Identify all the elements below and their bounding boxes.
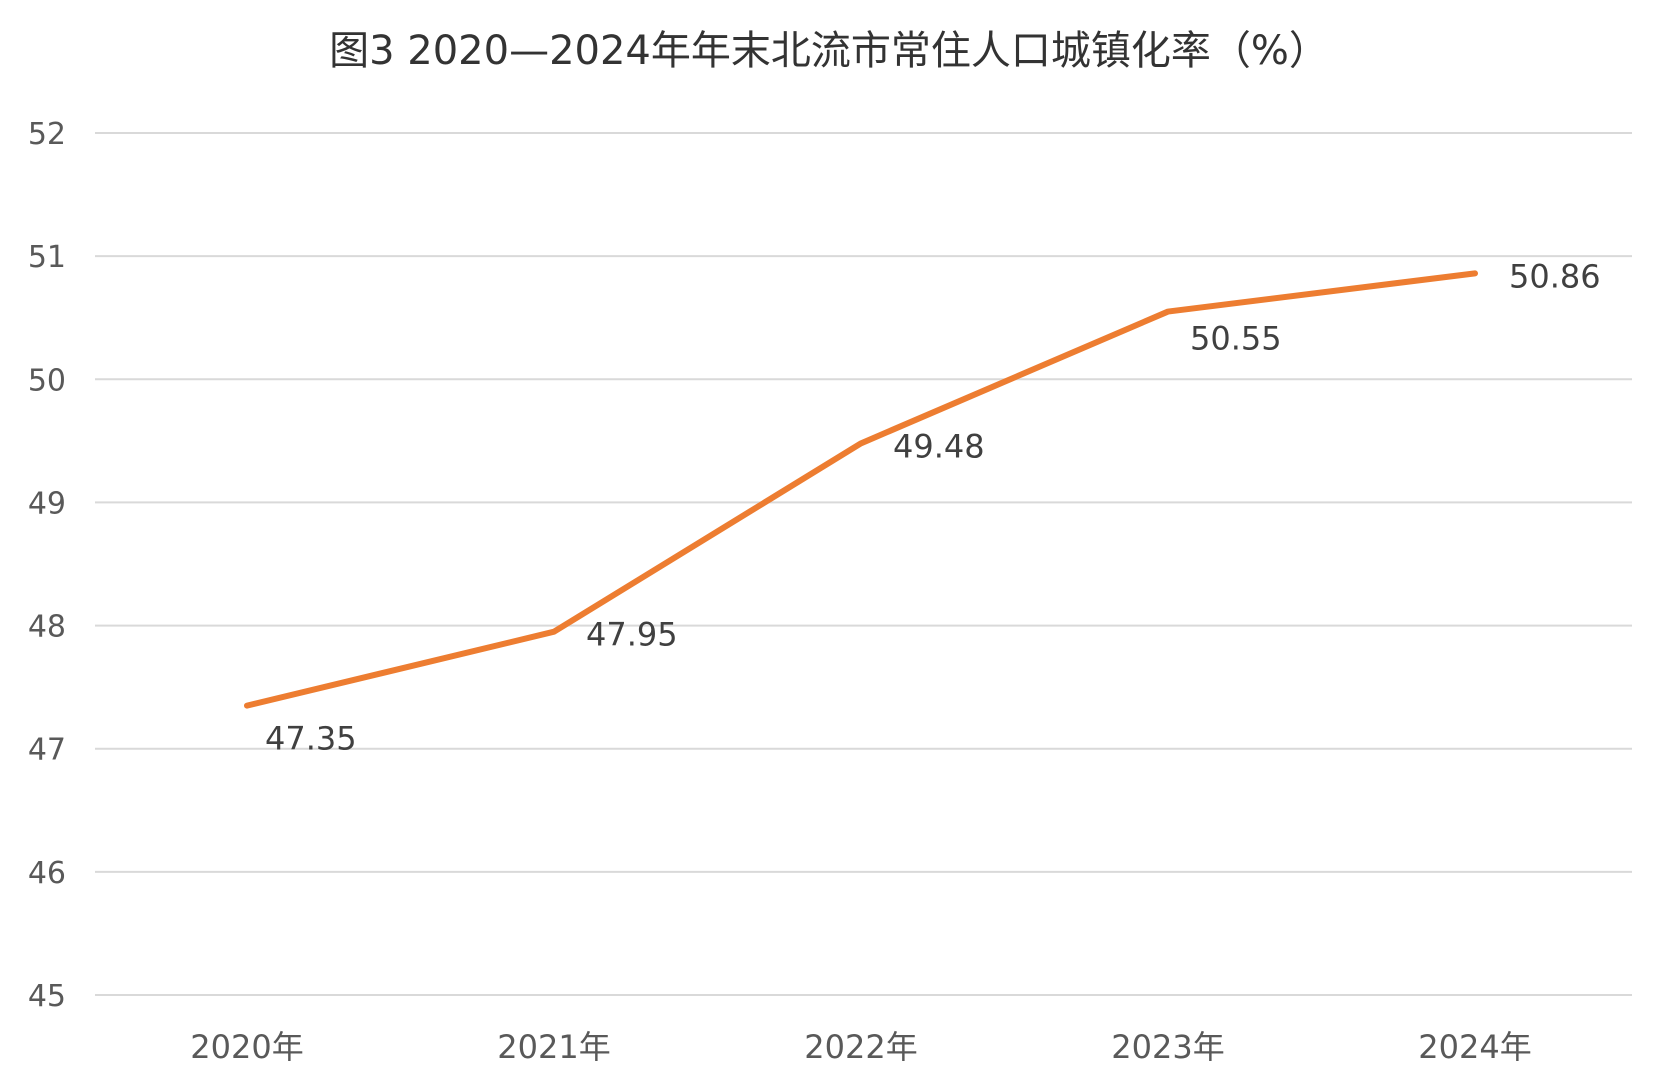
y-tick-label: 45 — [28, 979, 66, 1014]
data-label: 50.55 — [1190, 320, 1282, 358]
data-label: 47.35 — [265, 720, 357, 758]
x-tick-label: 2024年 — [1418, 1028, 1531, 1066]
x-tick-label: 2020年 — [190, 1028, 303, 1066]
chart-title: 图3 2020—2024年年末北流市常住人口城镇化率（%） — [329, 28, 1329, 74]
x-tick-label: 2022年 — [804, 1028, 917, 1066]
data-label: 50.86 — [1509, 257, 1601, 295]
y-tick-label: 48 — [28, 610, 66, 645]
y-tick-label: 51 — [28, 240, 66, 275]
x-tick-label: 2023年 — [1111, 1028, 1224, 1066]
data-labels: 47.35 47.95 49.48 50.55 50.86 — [265, 257, 1601, 757]
series-line — [244, 270, 1478, 709]
y-tick-label: 50 — [28, 363, 66, 398]
gridlines — [95, 132, 1632, 996]
y-tick-label: 46 — [28, 856, 66, 891]
y-tick-label: 47 — [28, 733, 66, 768]
x-tick-label: 2021年 — [497, 1028, 610, 1066]
series-line-layer — [244, 270, 1478, 709]
x-axis-ticks: 2020年 2021年 2022年 2023年 2024年 — [190, 1028, 1531, 1066]
data-label: 49.48 — [893, 427, 985, 465]
data-label: 47.95 — [586, 616, 678, 654]
y-tick-label: 52 — [28, 117, 66, 152]
y-axis-ticks: 45 46 47 48 49 50 51 52 — [28, 117, 66, 1014]
y-tick-label: 49 — [28, 486, 66, 521]
